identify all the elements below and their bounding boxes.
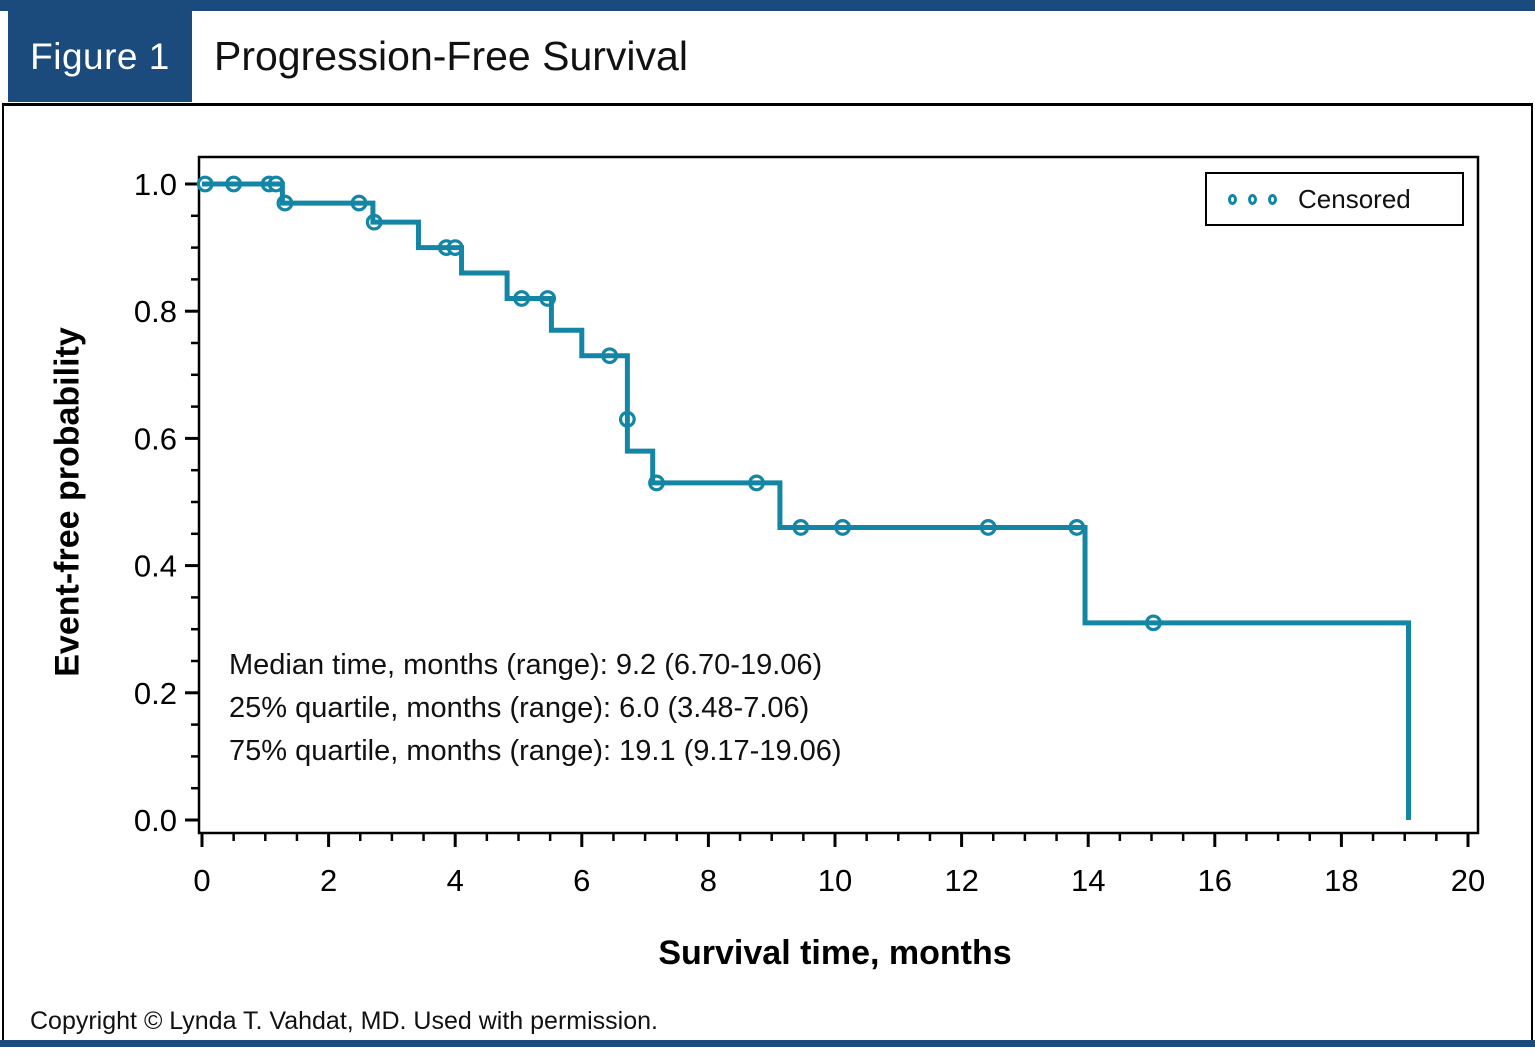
x-axis-title: Survival time, months — [658, 934, 1012, 972]
censored-marker-icon — [1268, 193, 1277, 205]
survival-curve — [202, 181, 1411, 820]
legend-box: Censored — [1205, 172, 1464, 226]
x-axis-tick-label: 2 — [320, 863, 337, 898]
x-axis-tick-label: 4 — [447, 863, 464, 898]
quartile-25-annotation: 25% quartile, months (range): 6.0 (3.48-… — [229, 692, 810, 724]
y-axis-tick-label: 0.6 — [134, 421, 177, 456]
y-axis-tick-label: 0.4 — [134, 549, 177, 584]
x-axis-tick-label: 0 — [193, 863, 210, 898]
legend-label: Censored — [1298, 183, 1411, 214]
bottom-accent-bar — [0, 1040, 1535, 1047]
figure-label-box: Figure 1 — [8, 11, 192, 102]
y-axis-tick-label: 1.0 — [134, 167, 177, 202]
plot-frame — [197, 155, 1480, 835]
figure-label: Figure 1 — [30, 35, 170, 77]
y-axis-tick-label: 0.8 — [134, 294, 177, 329]
survival-statistics: Median time, months (range): 9.2 (6.70-1… — [229, 644, 842, 773]
x-axis-tick-label: 14 — [1071, 863, 1105, 898]
x-axis-tick-label: 20 — [1451, 863, 1485, 898]
x-axis-tick-label: 16 — [1198, 863, 1232, 898]
x-axis-tick-label: 18 — [1324, 863, 1358, 898]
y-axis-tick-label: 0.0 — [134, 803, 177, 838]
figure-title: Progression-Free Survival — [214, 33, 688, 79]
x-axis-tick-label: 6 — [573, 863, 590, 898]
top-accent-bar — [0, 0, 1535, 11]
figure-box — [2, 103, 1533, 1040]
y-axis-tick-label: 0.2 — [134, 676, 177, 711]
censored-marker-icon — [1248, 193, 1257, 205]
x-axis-tick-label: 12 — [944, 863, 978, 898]
y-axis-title: Event-free probability — [48, 327, 87, 677]
censored-marker-icon — [1228, 193, 1237, 205]
median-time-annotation: Median time, months (range): 9.2 (6.70-1… — [229, 649, 823, 681]
copyright-text: Copyright © Lynda T. Vahdat, MD. Used wi… — [30, 1007, 658, 1035]
quartile-75-annotation: 75% quartile, months (range): 19.1 (9.17… — [229, 735, 842, 767]
x-axis-tick-label: 8 — [700, 863, 717, 898]
x-axis-tick-label: 10 — [818, 863, 852, 898]
